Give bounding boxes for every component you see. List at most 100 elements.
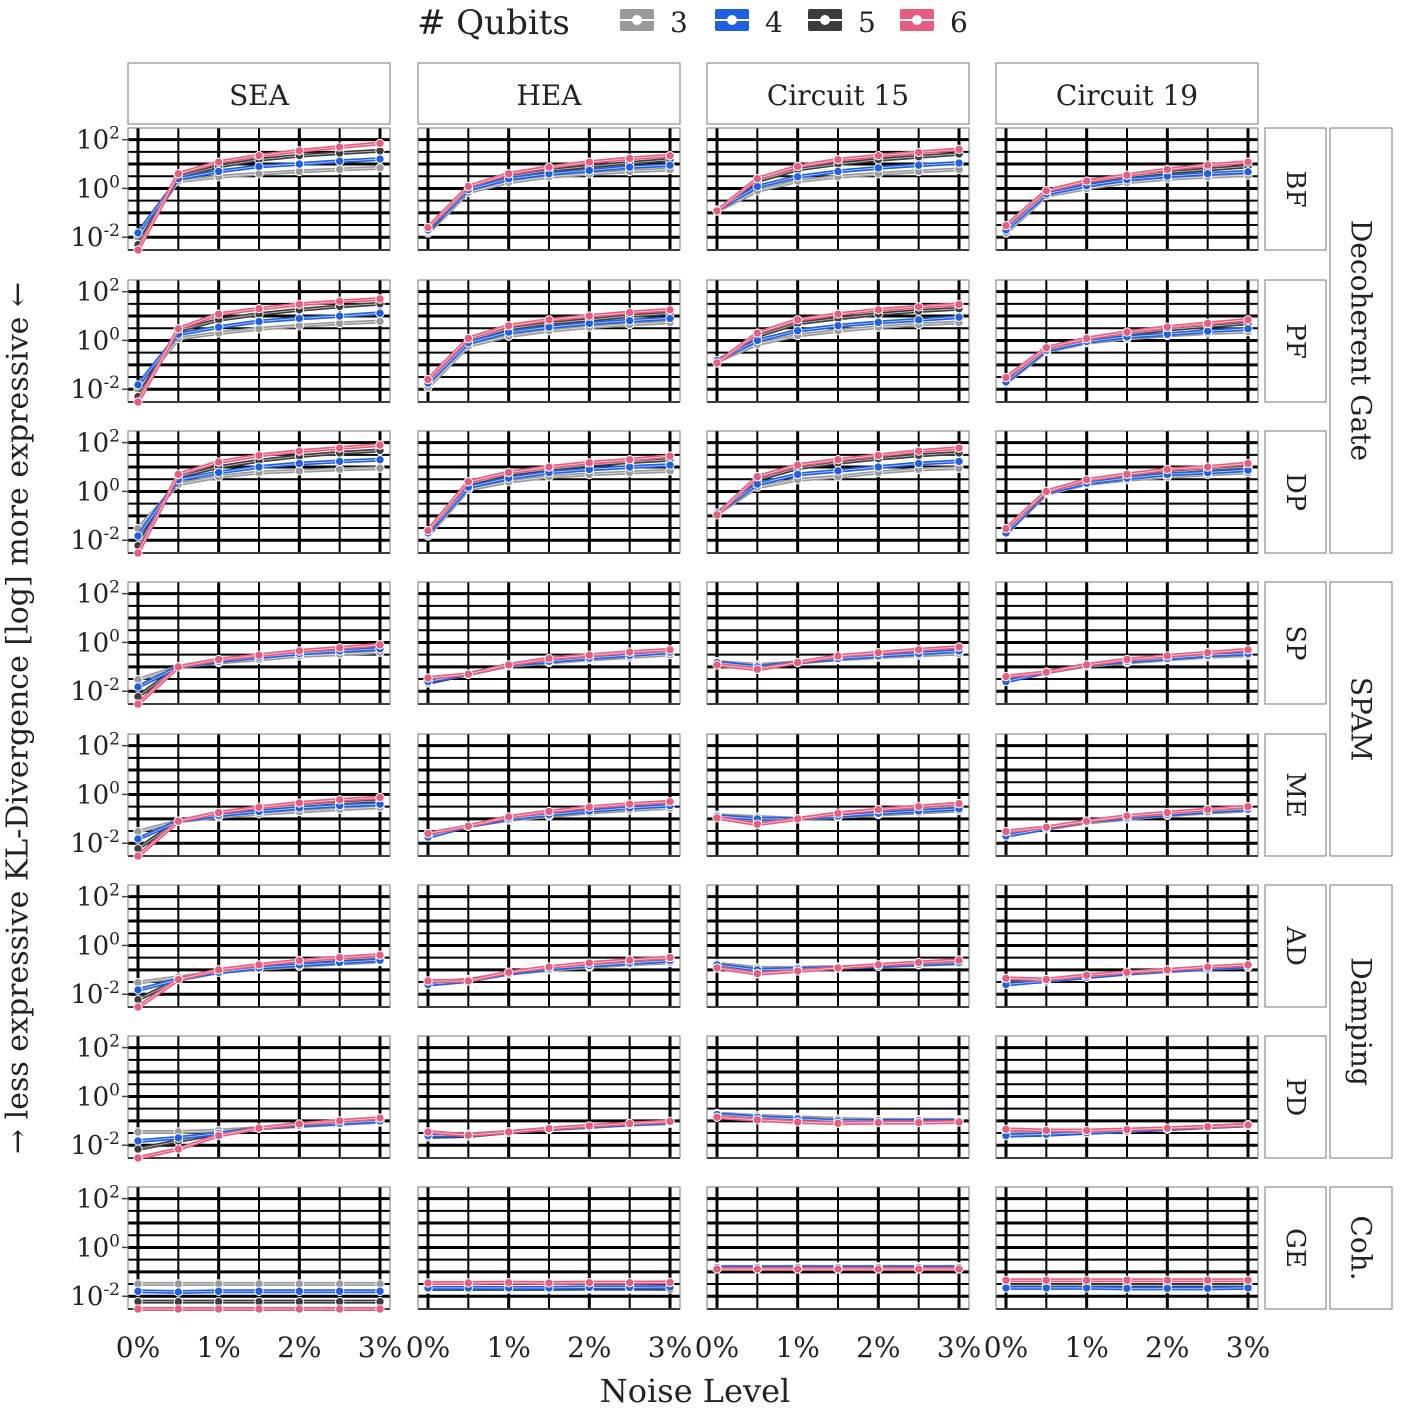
series-point <box>1122 654 1132 665</box>
series-point <box>624 162 635 172</box>
series-point <box>173 974 184 985</box>
y-tick-label: 10-2 <box>70 1280 120 1312</box>
series-point <box>133 1304 143 1314</box>
series-point <box>1243 157 1253 167</box>
panel <box>706 279 970 403</box>
legend-label: 5 <box>858 6 876 39</box>
series-point <box>873 305 884 315</box>
x-tick-label: 3% <box>1226 1331 1270 1364</box>
series-point <box>913 446 924 456</box>
series-point <box>423 222 433 233</box>
series-point <box>133 380 143 390</box>
series-point <box>173 324 184 334</box>
group-strip <box>1329 1186 1393 1310</box>
panel-border <box>995 884 1259 1008</box>
series-point <box>503 967 514 977</box>
series-point <box>665 150 675 161</box>
series-point <box>1041 186 1052 196</box>
row-label: PF <box>1280 323 1310 359</box>
x-tick-label: 1% <box>1064 1331 1108 1364</box>
series-point <box>463 1130 474 1140</box>
series-point <box>873 317 884 328</box>
series-point <box>792 315 803 325</box>
series-point <box>1243 1275 1253 1286</box>
series-point <box>584 1121 595 1131</box>
series-point <box>873 647 884 658</box>
panel <box>995 581 1259 705</box>
series-point <box>1001 671 1011 682</box>
series-point <box>792 1117 803 1127</box>
series-point <box>1041 1125 1052 1136</box>
series-point <box>712 1112 722 1122</box>
legend: # Qubits 3 4 5 6 <box>417 3 968 43</box>
series-point <box>173 1279 184 1289</box>
series-point <box>665 460 675 470</box>
y-tick-label: 10-2 <box>70 978 120 1010</box>
y-tick-label: 10-2 <box>70 221 120 253</box>
series-point <box>792 814 803 824</box>
panel-border <box>417 1035 681 1159</box>
panel-border <box>706 1186 970 1310</box>
panel-border <box>417 733 681 857</box>
series-point <box>423 828 433 839</box>
series-point <box>1162 1283 1173 1294</box>
series-point <box>1081 970 1092 980</box>
series-point <box>1162 164 1173 175</box>
panel <box>995 279 1259 403</box>
panel: 10-2 100 102 <box>70 276 391 407</box>
series-point <box>503 467 514 478</box>
series-point <box>1202 1121 1213 1132</box>
panel <box>706 1186 970 1310</box>
panel <box>417 581 681 705</box>
column-strip <box>706 62 970 125</box>
y-tick-label: 10-2 <box>70 675 120 707</box>
series-point <box>334 164 345 175</box>
series-point <box>792 657 803 668</box>
series-point <box>665 1277 675 1288</box>
y-tick-label: 100 <box>76 324 120 356</box>
series-point <box>173 816 184 826</box>
series-point <box>173 1144 184 1154</box>
series-point <box>752 472 763 482</box>
series-point <box>792 460 803 470</box>
panel: 10-2 100 102 <box>70 124 391 255</box>
series-point <box>173 1287 184 1297</box>
series-point <box>1202 647 1213 658</box>
series-point <box>792 1264 803 1274</box>
series-point <box>294 159 305 169</box>
series-point <box>173 469 184 480</box>
series-point <box>503 321 514 331</box>
series-point <box>375 138 385 149</box>
y-tick-label: 100 <box>76 626 120 658</box>
panel <box>995 1186 1259 1310</box>
series-point <box>1162 965 1173 975</box>
panel-border <box>706 733 970 857</box>
y-tick-label: 100 <box>76 929 120 961</box>
panel <box>995 1035 1259 1159</box>
panel <box>706 581 970 705</box>
series-point <box>1001 973 1011 984</box>
series-point <box>133 1144 143 1154</box>
series-point <box>294 1286 305 1296</box>
series-point <box>1081 1275 1092 1286</box>
series-point <box>1122 967 1132 977</box>
series-point <box>712 813 722 823</box>
series-point <box>375 950 385 960</box>
panel <box>995 733 1259 857</box>
series-point <box>1202 1283 1213 1294</box>
series-point <box>213 807 224 818</box>
panel-border <box>995 1035 1259 1159</box>
panel-border <box>706 279 970 403</box>
series-point <box>712 206 722 216</box>
legend-swatch-marker <box>912 15 922 25</box>
series-point <box>873 960 884 970</box>
series-point <box>503 812 514 822</box>
series-point <box>334 311 345 321</box>
series-point <box>584 650 595 660</box>
x-tick-label: 2% <box>567 1331 611 1364</box>
series-point <box>833 155 843 165</box>
legend-label: 3 <box>670 6 688 39</box>
series-point <box>544 1123 554 1134</box>
series-point <box>294 146 305 156</box>
